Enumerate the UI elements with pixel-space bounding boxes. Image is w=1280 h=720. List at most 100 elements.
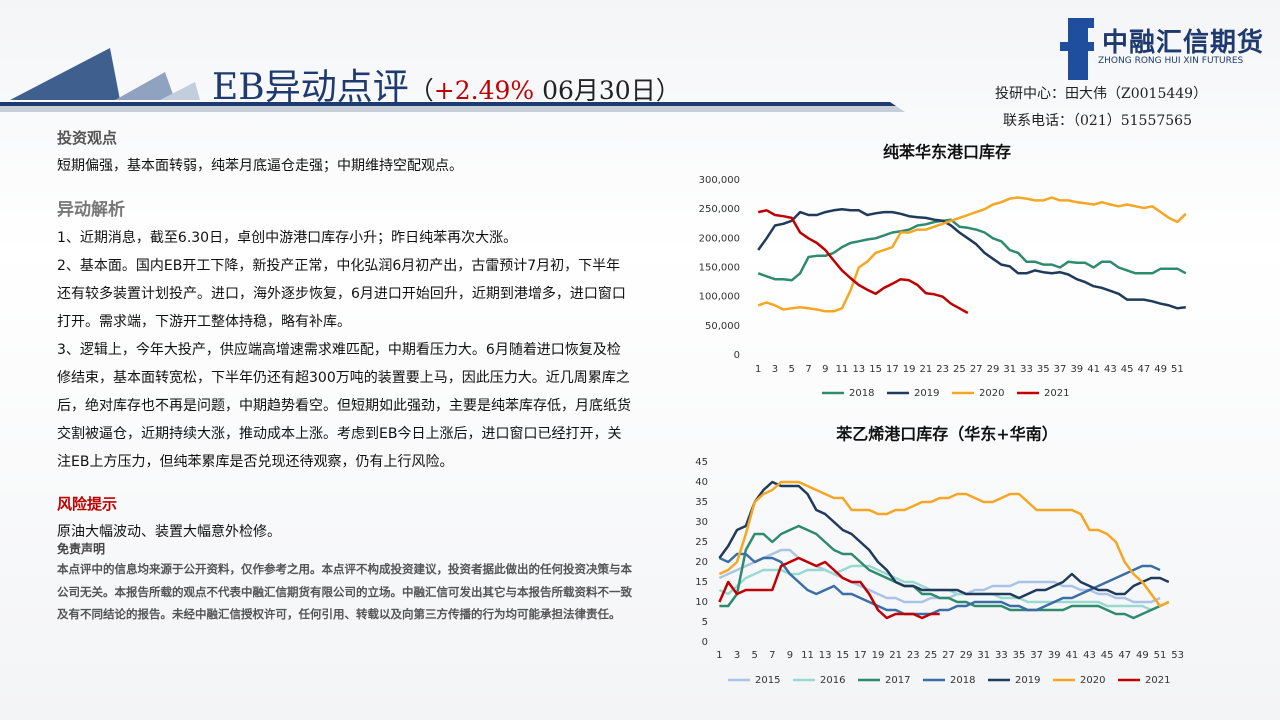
legend-label: 2021 xyxy=(1044,388,1069,399)
legend-label: 2021 xyxy=(1145,675,1170,686)
triangle xyxy=(10,48,120,100)
legend-label: 2018 xyxy=(849,388,874,399)
change: +2.49% xyxy=(433,76,535,105)
x-tick-label: 3 xyxy=(772,364,778,375)
logo-mark xyxy=(1068,18,1094,28)
paragraph: 短期偏强，基本面转弱，纯苯月底逼仓走强；中期维持空配观点。 xyxy=(57,158,463,174)
legend-label: 2017 xyxy=(885,675,910,686)
x-tick-label: 27 xyxy=(970,364,983,375)
chart-title: 苯乙烯港口库存（华东+华南） xyxy=(835,425,1057,444)
title-main: EB异动点评 xyxy=(212,67,409,108)
y-tick-label: 5 xyxy=(702,617,708,628)
y-tick-label: 100,000 xyxy=(699,292,740,303)
x-tick-label: 35 xyxy=(1037,364,1050,375)
logo-mark xyxy=(1060,42,1094,51)
y-tick-label: 20 xyxy=(695,557,708,568)
x-tick-label: 11 xyxy=(801,650,814,661)
x-tick-label: 39 xyxy=(1048,650,1061,661)
x-tick-label: 29 xyxy=(987,364,1000,375)
x-tick-label: 23 xyxy=(907,650,920,661)
triangle xyxy=(115,72,175,100)
x-tick-label: 51 xyxy=(1171,364,1184,375)
x-tick-label: 47 xyxy=(1138,364,1151,375)
x-tick-label: 17 xyxy=(886,364,899,375)
content: 投资观点 短期偏强，基本面转弱，纯苯月底逼仓走强；中期维持空配观点。 异动解析 … xyxy=(57,124,632,626)
x-tick-label: 53 xyxy=(1171,650,1184,661)
series-line xyxy=(757,196,1187,313)
series-line xyxy=(718,552,1161,616)
series-line xyxy=(718,480,1170,608)
y-tick-label: 40 xyxy=(695,477,708,488)
y-tick-label: 25 xyxy=(695,537,708,548)
y-tick-label: 0 xyxy=(702,637,708,648)
x-tick-label: 37 xyxy=(1054,364,1067,375)
x-tick-label: 23 xyxy=(936,364,949,375)
paren: ） xyxy=(655,76,681,105)
x-tick-label: 37 xyxy=(1030,650,1043,661)
legend-label: 2020 xyxy=(979,388,1004,399)
heading: 异动解析 xyxy=(57,200,125,220)
x-tick-label: 21 xyxy=(920,364,933,375)
series-line xyxy=(719,524,1170,620)
x-tick-label: 45 xyxy=(1121,364,1134,375)
x-tick-label: 41 xyxy=(1065,650,1078,661)
x-tick-label: 19 xyxy=(872,650,885,661)
legend-label: 2019 xyxy=(1015,675,1040,686)
x-tick-label: 25 xyxy=(925,650,938,661)
x-tick-label: 1 xyxy=(716,650,722,661)
y-tick-label: 150,000 xyxy=(699,263,740,274)
x-tick-label: 49 xyxy=(1136,650,1149,661)
x-tick-label: 13 xyxy=(852,364,865,375)
series-line xyxy=(718,480,1170,600)
x-tick-label: 21 xyxy=(889,650,902,661)
heading: 风险提示 xyxy=(57,495,118,513)
x-tick-label: 35 xyxy=(1013,650,1026,661)
x-tick-label: 9 xyxy=(787,650,793,661)
logo-english: ZHONG RONG HUI XIN FUTURES xyxy=(1098,56,1244,66)
legend-label: 2020 xyxy=(1080,675,1105,686)
paragraph: 1、近期消息，截至6.30日，卓创中游港口库存小升；昨日纯苯再次大涨。 xyxy=(57,230,518,246)
disclaimer: 本点评中的信息均来源于公开资料，仅作参考之用。本点评不构成投资建议，投资者据此做… xyxy=(57,562,632,621)
heading: 投资观点 xyxy=(57,129,118,147)
x-tick-label: 43 xyxy=(1104,364,1117,375)
x-tick-label: 17 xyxy=(854,650,867,661)
chart-title: 纯苯华东港口库存 xyxy=(883,143,1011,162)
x-tick-label: 27 xyxy=(942,650,955,661)
series-line xyxy=(718,556,940,620)
x-tick-label: 29 xyxy=(960,650,973,661)
x-tick-label: 5 xyxy=(789,364,795,375)
x-tick-label: 3 xyxy=(734,650,740,661)
series-line xyxy=(757,209,969,315)
legend-label: 2015 xyxy=(755,675,780,686)
paragraph: 2、基本面。国内EB开工下降，新投产正常，中化弘润6月初产出，古雷预计7月初，下… xyxy=(57,258,626,330)
x-tick-label: 9 xyxy=(822,364,828,375)
x-tick-label: 31 xyxy=(977,650,990,661)
y-tick-label: 250,000 xyxy=(699,204,740,215)
header-line xyxy=(0,102,896,106)
contact-center: 投研中心：田大伟（Z0015449） xyxy=(995,86,1208,102)
legend-label: 2018 xyxy=(950,675,975,686)
x-tick-label: 49 xyxy=(1154,364,1167,375)
y-tick-label: 300,000 xyxy=(699,175,740,186)
y-tick-label: 200,000 xyxy=(699,233,740,244)
x-tick-label: 51 xyxy=(1154,650,1167,661)
x-tick-label: 41 xyxy=(1087,364,1100,375)
y-tick-label: 35 xyxy=(695,497,708,508)
y-tick-label: 0 xyxy=(734,350,740,361)
disclaimer-heading: 免责声明 xyxy=(57,542,106,556)
date: 06月30日 xyxy=(534,76,656,105)
x-tick-label: 15 xyxy=(836,650,849,661)
logo-name: 中融汇信期货 xyxy=(1102,28,1265,58)
series-line xyxy=(718,548,1161,604)
x-tick-label: 15 xyxy=(869,364,882,375)
x-tick-label: 43 xyxy=(1083,650,1096,661)
legend-label: 2019 xyxy=(914,388,939,399)
x-tick-label: 5 xyxy=(751,650,757,661)
series-line xyxy=(757,207,1186,310)
y-tick-label: 30 xyxy=(695,517,708,528)
x-tick-label: 31 xyxy=(1003,364,1016,375)
x-tick-label: 25 xyxy=(953,364,966,375)
y-tick-label: 15 xyxy=(695,577,708,588)
x-tick-label: 7 xyxy=(805,364,811,375)
x-tick-label: 45 xyxy=(1101,650,1114,661)
